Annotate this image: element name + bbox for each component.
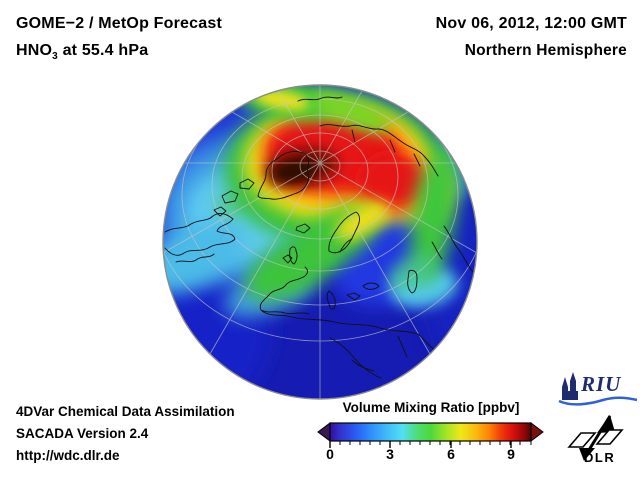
colorbar-ticks	[329, 441, 532, 448]
formula-suffix: at 55.4 hPa	[57, 42, 149, 59]
colorbar-left-arrow	[317, 422, 331, 442]
product-title: GOME−2 / MetOp Forecast	[16, 15, 222, 32]
globe-rim	[162, 84, 478, 400]
formula-subscript: 3	[52, 51, 58, 63]
colorbar-gradient	[329, 422, 532, 442]
riu-wordmark: RIU	[581, 372, 622, 396]
formula-prefix: HNO	[16, 42, 53, 59]
colorbar-title: Volume Mixing Ratio [ppbv]	[342, 400, 520, 415]
colorbar	[317, 422, 544, 448]
assimilation-label: 4DVar Chemical Data Assimilation	[16, 404, 235, 419]
dlr-logo	[567, 415, 624, 461]
riu-logo	[558, 372, 638, 406]
cathedral-icon	[562, 372, 578, 400]
coastlines	[164, 96, 475, 379]
river-wave-icon	[558, 396, 638, 406]
colorbar-tick-label-3: 3	[386, 446, 394, 462]
datetime-label: Nov 06, 2012, 12:00 GMT	[435, 15, 627, 32]
dlr-emblem-bottom-arrow-icon	[579, 448, 595, 461]
dlr-emblem-right-cell	[595, 429, 624, 445]
colorbar-tick-label-0: 0	[326, 446, 334, 462]
dlr-wordmark: DLR	[584, 450, 616, 465]
dlr-emblem-top-arrow-icon	[597, 415, 615, 433]
version-label: SACADA Version 2.4	[16, 426, 149, 441]
dlr-emblem-left-cell	[567, 432, 597, 448]
graticule	[163, 85, 477, 399]
colorbar-right-arrow	[530, 422, 544, 442]
region-label: Northern Hemisphere	[464, 42, 627, 59]
url-label: http://wdc.dlr.de	[16, 448, 120, 463]
colorbar-tick-label-6: 6	[447, 446, 455, 462]
colorbar-tick-label-9: 9	[507, 446, 515, 462]
species-level-title: HNO3 at 55.4 hPa	[16, 42, 148, 62]
